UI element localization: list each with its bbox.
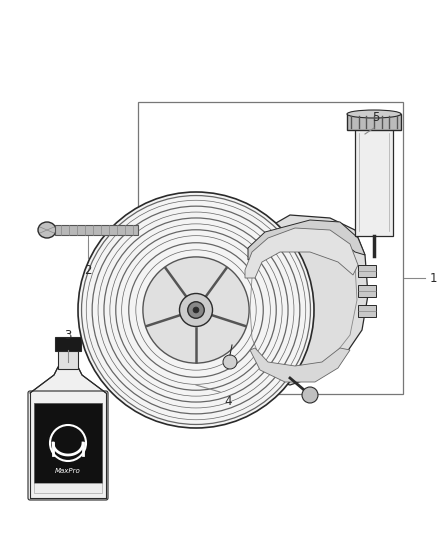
Bar: [34, 403, 102, 483]
Circle shape: [78, 192, 314, 428]
Bar: [58, 347, 78, 369]
Bar: [358, 265, 376, 277]
Bar: [138, 102, 403, 394]
Bar: [347, 114, 401, 130]
Polygon shape: [238, 215, 368, 385]
Text: 1: 1: [430, 271, 438, 285]
Polygon shape: [250, 348, 350, 382]
Bar: [34, 483, 102, 493]
Text: 5: 5: [372, 111, 380, 124]
Circle shape: [50, 425, 86, 461]
Circle shape: [302, 387, 318, 403]
Circle shape: [188, 302, 204, 318]
Bar: [55, 225, 138, 235]
Polygon shape: [245, 228, 358, 278]
Circle shape: [143, 257, 249, 363]
Ellipse shape: [347, 110, 401, 118]
Circle shape: [193, 307, 199, 313]
FancyBboxPatch shape: [28, 391, 108, 500]
Circle shape: [180, 294, 212, 327]
Bar: [55, 337, 81, 351]
Bar: [358, 285, 376, 297]
Polygon shape: [30, 367, 106, 498]
Circle shape: [223, 355, 237, 369]
Text: 3: 3: [64, 329, 72, 342]
Ellipse shape: [38, 222, 56, 238]
Bar: [358, 305, 376, 317]
Text: 4: 4: [224, 395, 232, 408]
Bar: [355, 128, 393, 236]
Text: MaxPro: MaxPro: [55, 468, 81, 474]
Text: 2: 2: [84, 264, 92, 277]
Polygon shape: [248, 220, 365, 260]
